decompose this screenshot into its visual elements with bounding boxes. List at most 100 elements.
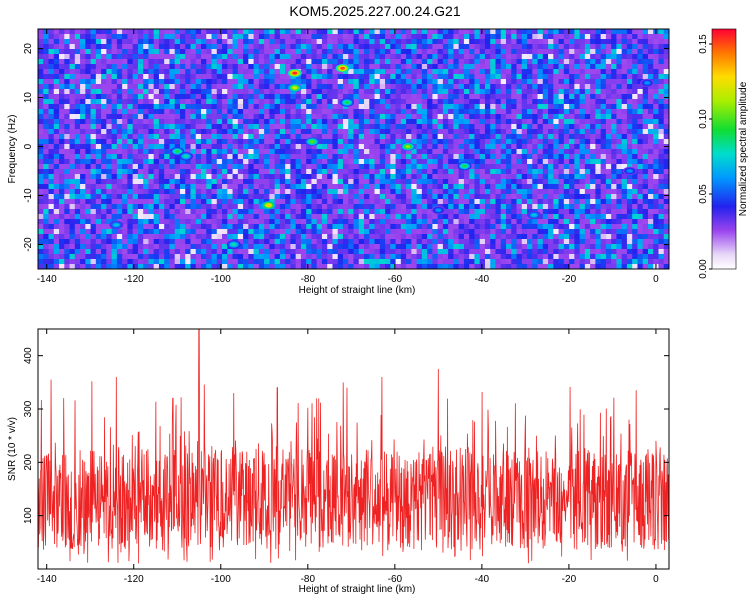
heatmap-cell xyxy=(95,154,102,160)
heatmap-cell xyxy=(647,134,654,140)
heatmap-cell xyxy=(563,154,570,160)
heatmap-cell xyxy=(201,209,207,215)
heatmap-cell xyxy=(201,109,207,115)
heatmap-cell xyxy=(463,104,470,110)
heatmap-cell xyxy=(274,159,281,165)
heatmap-cell xyxy=(185,204,192,210)
heatmap-cell xyxy=(179,159,186,165)
heatmap-cell xyxy=(290,144,297,150)
heatmap-cell xyxy=(69,214,76,220)
heatmap-cell xyxy=(584,164,591,170)
heatmap-cell xyxy=(169,219,176,225)
heatmap-cell xyxy=(458,34,465,40)
heatmap-cell xyxy=(64,179,71,185)
heatmap-cell xyxy=(511,214,518,220)
heatmap-cell xyxy=(653,134,660,140)
heatmap-cell xyxy=(332,149,339,155)
heatmap-cell xyxy=(143,174,150,180)
heatmap-cell xyxy=(285,109,291,115)
heatmap-cell xyxy=(111,164,118,170)
heatmap-cell xyxy=(521,149,528,155)
heatmap-cell xyxy=(232,179,239,185)
heatmap-cell xyxy=(463,144,470,150)
heatmap-cell xyxy=(169,134,176,140)
heatmap-cell xyxy=(642,159,649,165)
heatmap-cell xyxy=(621,179,628,185)
heatmap-cell xyxy=(264,89,270,95)
heatmap-cell xyxy=(579,209,586,215)
heatmap-cell xyxy=(658,179,665,185)
heatmap-cell xyxy=(48,99,55,105)
heatmap-cell xyxy=(321,54,328,60)
heatmap-cell xyxy=(595,49,602,55)
heatmap-cell xyxy=(421,74,428,80)
heatmap-cell xyxy=(148,224,155,230)
heatmap-cell xyxy=(332,164,339,170)
heatmap-cell xyxy=(206,59,213,65)
heatmap-cell xyxy=(300,54,307,60)
heatmap-cell xyxy=(642,39,649,45)
heatmap-cell xyxy=(237,209,244,215)
heatmap-cell xyxy=(437,29,444,35)
heatmap-cell xyxy=(174,99,181,105)
heatmap-cell xyxy=(663,179,669,185)
heatmap-cell xyxy=(211,54,218,60)
heatmap-cell xyxy=(232,124,239,130)
heatmap-cell xyxy=(206,224,213,230)
heatmap-cell xyxy=(285,209,291,215)
heatmap-cell xyxy=(521,139,528,145)
heatmap-cell xyxy=(137,99,144,105)
heatmap-cell xyxy=(616,59,623,65)
heatmap-cell xyxy=(258,79,265,85)
heatmap-cell xyxy=(563,94,570,100)
heatmap-cell xyxy=(653,59,660,65)
heatmap-cell xyxy=(237,224,244,230)
heatmap-cell xyxy=(106,54,113,60)
heatmap-cell xyxy=(348,104,355,110)
heatmap-cell xyxy=(374,89,381,95)
heatmap-cell xyxy=(153,219,160,225)
heatmap-cell xyxy=(584,109,591,115)
heatmap-cell xyxy=(90,194,97,200)
heatmap-cell xyxy=(484,129,491,135)
heatmap-cell xyxy=(548,154,554,160)
heatmap-cell xyxy=(185,79,192,85)
heatmap-cell xyxy=(74,139,81,145)
heatmap-cell xyxy=(527,99,533,105)
heatmap-cell xyxy=(253,149,260,155)
heatmap-cell xyxy=(143,149,150,155)
heatmap-cell xyxy=(337,209,344,215)
heatmap-cell xyxy=(416,124,423,130)
heatmap-cell xyxy=(453,229,460,235)
heatmap-cell xyxy=(411,184,418,190)
heatmap-cell xyxy=(158,124,165,130)
heatmap-cell xyxy=(632,229,639,235)
heatmap-cell xyxy=(300,179,307,185)
heatmap-cell xyxy=(348,159,355,165)
heatmap-cell xyxy=(532,89,539,95)
heatmap-cell xyxy=(48,184,55,190)
heatmap-cell xyxy=(458,229,465,235)
heatmap-cell xyxy=(600,99,607,105)
heatmap-cell xyxy=(222,154,228,160)
heatmap-cell xyxy=(548,29,554,35)
heatmap-cell xyxy=(463,59,470,65)
heatmap-cell xyxy=(237,134,244,140)
heatmap-cell xyxy=(358,184,365,190)
heatmap-cell xyxy=(605,129,612,135)
heatmap-cell xyxy=(43,99,50,105)
heatmap-cell xyxy=(269,229,276,235)
heatmap-cell xyxy=(532,109,539,115)
heatmap-cell xyxy=(169,209,176,215)
heatmap-cell xyxy=(43,59,50,65)
heatmap-cell xyxy=(216,209,223,215)
heatmap-cell xyxy=(211,119,218,125)
heatmap-cell xyxy=(421,224,428,230)
heatmap-cell xyxy=(605,144,612,150)
heatmap-cell xyxy=(569,209,575,215)
heatmap-cell xyxy=(342,124,349,130)
heatmap-cell xyxy=(153,139,160,145)
heatmap-cell xyxy=(421,124,428,130)
heatmap-cell xyxy=(106,34,113,40)
heatmap-cell xyxy=(143,159,150,165)
